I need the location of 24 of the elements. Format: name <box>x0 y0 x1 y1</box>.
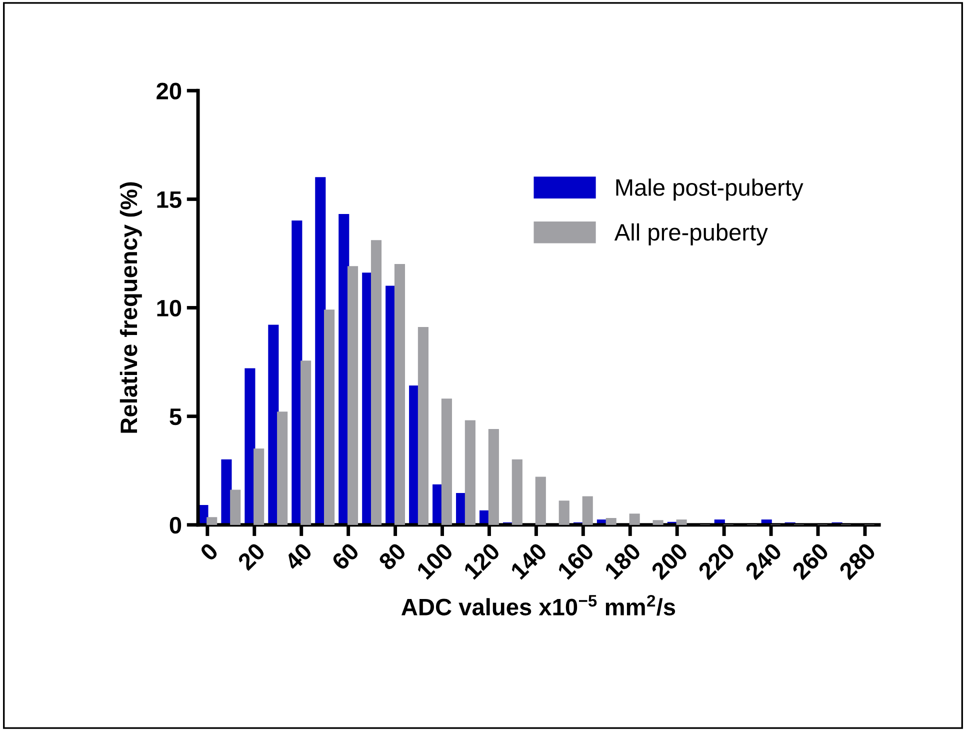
y-axis-title: Relative frequency (%) <box>120 182 142 433</box>
x-tick-label: 280 <box>838 542 877 580</box>
x-tick-label: 260 <box>791 542 830 580</box>
x-tick-label: 220 <box>697 542 736 580</box>
y-tick-label: 20 <box>156 82 182 100</box>
x-tick-label: 200 <box>650 542 689 580</box>
y-tick-label: 15 <box>157 192 182 208</box>
y-tick-label: 5 <box>170 408 182 426</box>
x-tick-label: 0 <box>199 542 220 562</box>
x-tick-label: 60 <box>330 542 360 572</box>
x-tick-label: 160 <box>556 542 595 580</box>
x-tick-label: 40 <box>283 542 313 572</box>
y-tick-label: 10 <box>157 300 182 317</box>
x-tick-label: 180 <box>604 542 642 580</box>
x-tick-label: 20 <box>236 542 266 572</box>
x-tick-label: 120 <box>462 542 501 580</box>
x-tick-label: 80 <box>378 542 407 572</box>
legend-label: Male post-puberty <box>616 178 804 201</box>
x-tick-label: 100 <box>416 542 454 580</box>
x-tick-label: 140 <box>510 542 548 580</box>
x-axis-title: ADC values x10$^{−5}$ mm$^{2}$/s <box>401 594 676 616</box>
x-tick-label: 240 <box>744 542 783 580</box>
legend-label: All pre-puberty <box>614 223 768 246</box>
y-tick-label: 0 <box>170 516 182 534</box>
